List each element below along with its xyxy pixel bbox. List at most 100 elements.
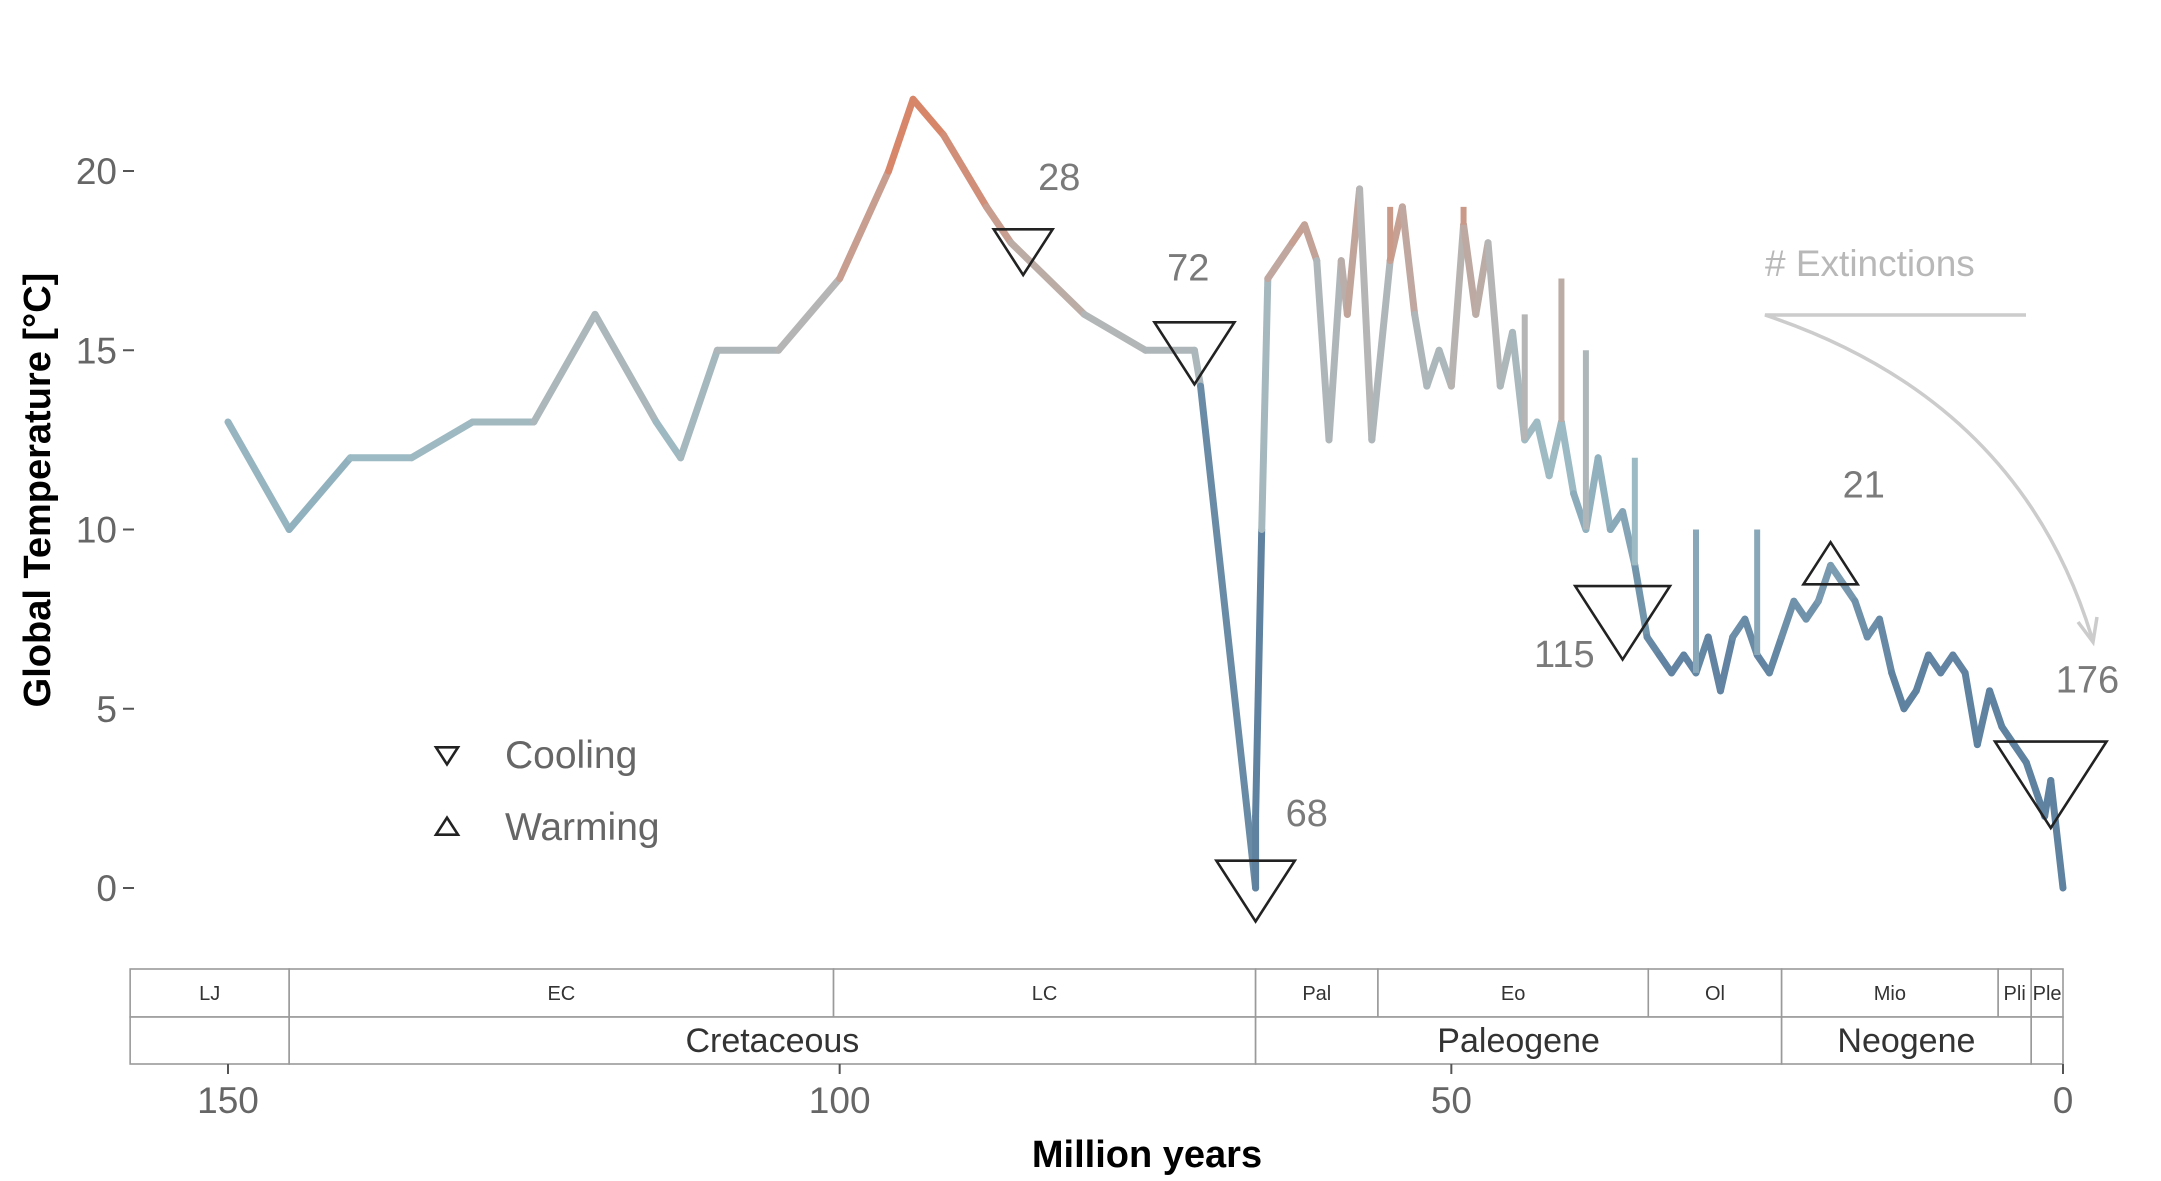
- temperature-segment: [224, 418, 293, 533]
- size-legend-arrow: [1764, 313, 2094, 639]
- temperature-segment: [1778, 597, 1798, 641]
- y-axis: 0 5 10 15 20: [76, 151, 134, 909]
- epoch-cell: [2030, 968, 2064, 1018]
- temperature-segment: [1398, 203, 1419, 318]
- temperature-segment: [1325, 257, 1345, 444]
- x-axis-title: Million years: [1032, 1134, 1262, 1176]
- temperature-segment: [1961, 669, 1981, 749]
- size-legend: # Extinctions: [1764, 243, 2099, 647]
- temperature-segment: [591, 310, 660, 426]
- temperature-segment: [1423, 346, 1443, 390]
- cooling-marker: [1152, 321, 1237, 387]
- y-tick-label: 5: [96, 689, 117, 730]
- temperature-segment: [1704, 633, 1724, 695]
- cooling-marker: [1214, 859, 1298, 924]
- temperature-segment: [1802, 597, 1822, 623]
- temperature-segment: [1557, 418, 1578, 498]
- period-cell: [2030, 1016, 2064, 1065]
- temperature-segment: [1973, 687, 1994, 749]
- period-cell: [288, 1016, 1257, 1065]
- temperature-segment: [1301, 221, 1321, 265]
- epoch-label: LJ: [199, 983, 220, 1005]
- temperature-segment: [1643, 633, 1663, 659]
- epoch-cell: [832, 968, 1257, 1018]
- period-cell: [129, 1016, 290, 1065]
- extinction-count-label: 21: [1843, 464, 1885, 506]
- temperature-segment: [1197, 382, 1260, 892]
- x-tick-label: 150: [197, 1080, 259, 1121]
- epoch-label: EC: [547, 983, 575, 1005]
- temperature-segment: [1888, 669, 1908, 713]
- temperature-segment: [1716, 633, 1737, 695]
- x-tick-label: 50: [1431, 1080, 1472, 1121]
- period-cell: [1780, 1016, 2032, 1065]
- period-label: Cretaceous: [685, 1022, 859, 1060]
- size-legend-arrowhead: [2076, 616, 2099, 647]
- extinction-count-label: 28: [1038, 157, 1080, 199]
- temperature-segment: [1313, 257, 1333, 444]
- temperature-segment: [652, 418, 685, 462]
- epoch-label: Pal: [1302, 983, 1331, 1005]
- temperature-segment: [1190, 346, 1205, 390]
- epoch-label: Ple: [2033, 983, 2062, 1005]
- cooling-marker: [1572, 584, 1673, 662]
- legend-label: Cooling: [505, 734, 637, 777]
- size-legend-title: # Extinctions: [1765, 243, 1975, 284]
- temperature-segment: [836, 167, 893, 283]
- temperature-segment: [909, 95, 948, 139]
- temperature-segment: [530, 310, 599, 426]
- temperature-segment: [2010, 741, 2030, 767]
- temperature-segment: [982, 203, 1015, 247]
- temperature-segment: [1912, 651, 1932, 695]
- temperature-segment: [1411, 310, 1431, 390]
- extinction-markers: 28 72 68 115 21 176: [991, 157, 2119, 924]
- x-tick-label: 100: [809, 1080, 871, 1121]
- extinction-count-label: 68: [1286, 793, 1328, 835]
- temperature-segment: [1851, 597, 1871, 641]
- y-tick-label: 0: [96, 868, 117, 909]
- temperature-segment: [940, 131, 990, 211]
- cooling-legend-icon: [433, 746, 461, 767]
- epoch-label: Ol: [1705, 983, 1725, 1005]
- temperature-segment: [1545, 418, 1565, 480]
- epoch-cell: [1647, 968, 1783, 1018]
- extinction-count-label: 72: [1167, 247, 1209, 289]
- epoch-label: Pli: [2004, 983, 2026, 1005]
- y-tick-label: 20: [76, 151, 117, 192]
- temperature-segment: [1533, 418, 1553, 480]
- temperature-segment: [1900, 687, 1920, 713]
- period-label: Neogene: [1837, 1022, 1975, 1060]
- temperature-segment: [885, 95, 917, 175]
- y-axis-title: Global Temperature [°C]: [17, 273, 59, 708]
- legend-label: Warming: [505, 806, 660, 849]
- y-tick-label: 10: [76, 510, 117, 551]
- extinction-count-label: 176: [2056, 659, 2119, 701]
- temperature-segment: [1007, 239, 1088, 318]
- temperature-segment: [1252, 526, 1266, 820]
- period-label: Paleogene: [1437, 1022, 1600, 1060]
- direction-legend: Cooling Warming: [433, 734, 660, 849]
- period-cell: [1254, 1016, 1783, 1065]
- epoch-label: Eo: [1501, 983, 1525, 1005]
- temperature-segment: [1484, 239, 1504, 390]
- temperature-segment: [2022, 759, 2043, 802]
- geologic-timescale: LJ EC LC Pal Eo Ol Mio Pli Ple Cretaceous Paleogen…: [129, 968, 2064, 1065]
- temperature-segment: [408, 418, 477, 462]
- temperature-spikes: [1387, 206, 1761, 673]
- temperature-segment: [2047, 776, 2067, 892]
- temperature-segment: [1447, 221, 1468, 390]
- y-tick-label: 15: [76, 330, 117, 371]
- cooling-marker: [991, 228, 1056, 278]
- temperature-segment: [677, 346, 721, 462]
- epoch-label: Mio: [1874, 983, 1906, 1005]
- extinction-count-label: 115: [1534, 634, 1595, 676]
- temperature-segment: [285, 454, 354, 533]
- temperature-segment: [1368, 257, 1394, 444]
- cooling-marker: [1992, 740, 2109, 831]
- temperature-segment: [1876, 615, 1896, 677]
- x-axis: 150 100 50 0: [197, 1064, 2073, 1121]
- temperature-segment: [1949, 651, 1969, 677]
- temperature-segment: [1594, 454, 1614, 533]
- temperature-segment: [1258, 275, 1272, 533]
